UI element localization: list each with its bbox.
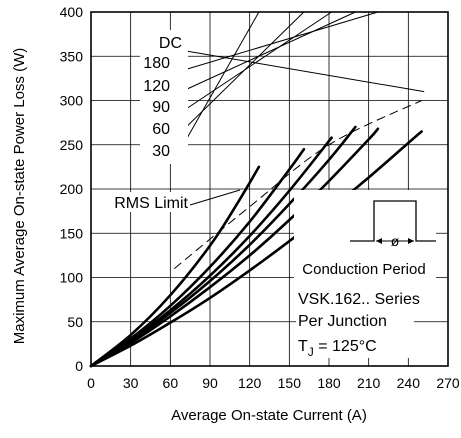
curves (89, 100, 423, 368)
y-tick-label: 200 (60, 181, 84, 197)
y-tick-label: 400 (60, 4, 84, 20)
junction-temp-label: TJ = 125°C (298, 338, 377, 359)
conduction-pulse-icon (350, 200, 436, 242)
curve-label-30: 30 (152, 143, 170, 160)
curve-dc (89, 130, 423, 368)
x-tick-label: 210 (357, 375, 381, 391)
x-tick-label: 240 (397, 375, 421, 391)
leader-line-rms-limit (189, 189, 241, 206)
curve-90 (89, 136, 333, 368)
x-tick-label: 150 (278, 375, 302, 391)
curve-label-dc: DC (159, 35, 182, 52)
x-tick-label: 0 (87, 375, 95, 391)
curve-label-60: 60 (152, 121, 170, 138)
curve-label-120: 120 (143, 78, 170, 95)
x-tick-label: 30 (123, 375, 139, 391)
conduction-period-label: Conduction Period (302, 261, 425, 278)
y-tick-label: 150 (60, 225, 84, 241)
x-tick-label: 180 (317, 375, 341, 391)
x-tick-label: 270 (436, 375, 460, 391)
y-tick-label: 50 (67, 314, 83, 330)
conduction-period-inset: ø Conduction Period (294, 190, 436, 284)
phi-symbol: ø (391, 233, 400, 249)
y-tick-label: 250 (60, 137, 84, 153)
curve-label-180: 180 (143, 55, 170, 72)
curve-30 (89, 165, 261, 368)
leader-line-120 (173, 11, 356, 96)
y-axis-title: Maximum Average On-state Power Loss (W) (11, 48, 28, 344)
x-tick-label: 120 (238, 375, 262, 391)
curve-180 (89, 127, 380, 368)
device-info: VSK.162.. Series Per Junction TJ = 125°C (296, 284, 420, 359)
device-series-label: VSK.162.. Series (298, 291, 420, 308)
y-tick-label: 0 (75, 358, 83, 374)
curve-rms-limit (173, 100, 422, 269)
x-tick-label: 90 (202, 375, 218, 391)
leader-line-60 (173, 11, 305, 140)
plot-frame (90, 11, 449, 367)
y-tick-label: 100 (60, 270, 84, 286)
leader-line-90 (173, 11, 332, 118)
label-leader-lines (173, 11, 425, 206)
rms-limit-label: RMS Limit (114, 195, 188, 212)
x-axis-title: Average On-state Current (A) (171, 407, 367, 424)
leader-line-180 (173, 11, 379, 74)
leader-line-30 (173, 11, 260, 162)
leader-line-dc (185, 50, 425, 93)
tick-labels: 0 30 60 90 120 150 180 210 240 270 0 50 100 150 200 250… (60, 4, 460, 391)
y-tick-label: 300 (60, 93, 84, 109)
phi-arrow-left-icon (376, 238, 382, 244)
per-junction-label: Per Junction (298, 313, 387, 330)
x-tick-label: 60 (163, 375, 179, 391)
curve-labels: DC 180 120 90 60 30 (140, 30, 188, 164)
y-tick-label: 350 (60, 48, 84, 64)
phi-arrow-right-icon (408, 238, 414, 244)
curve-label-90: 90 (152, 99, 170, 116)
curve-60 (89, 147, 306, 368)
